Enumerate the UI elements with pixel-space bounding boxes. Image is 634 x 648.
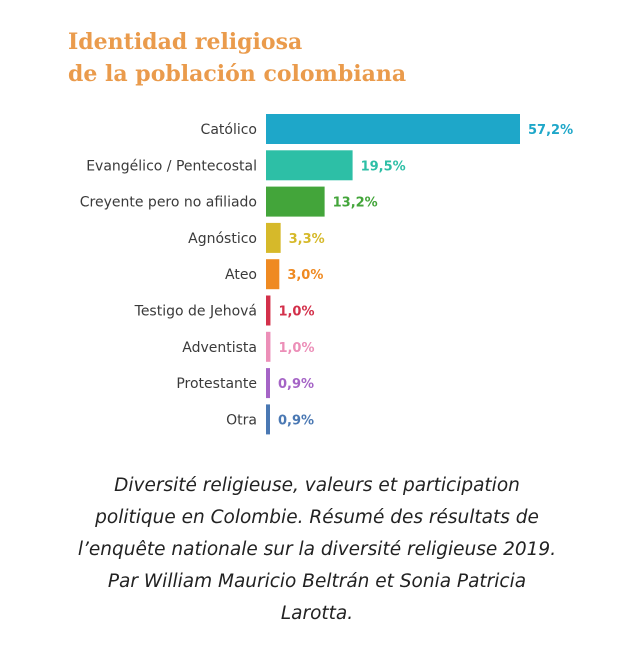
bar: [266, 404, 270, 435]
category-label: Ateo: [225, 267, 257, 283]
value-label: 1,0%: [278, 305, 314, 320]
caption-line-5: Larotta.: [280, 603, 354, 624]
value-label: 19,5%: [361, 159, 406, 174]
bar: [266, 186, 325, 217]
category-label: Protestante: [176, 376, 257, 392]
category-label: Adventista: [182, 340, 257, 356]
caption-line-4: Par William Mauricio Beltrán et Sonia Pa…: [107, 571, 527, 592]
value-label: 3,0%: [287, 268, 323, 283]
bar-chart: Católico 57,2% Evangélico / Pentecostal 19,…: [80, 114, 573, 435]
chart-title-line-1: Identidad religiosa: [68, 29, 303, 55]
caption-line-1: Diversité religieuse, valeurs et partici…: [114, 475, 520, 496]
bar: [266, 331, 271, 362]
value-label: 0,9%: [278, 413, 314, 428]
value-label: 57,2%: [528, 123, 573, 138]
bar: [266, 259, 280, 290]
caption-line-2: politique en Colombie. Résumé des résult…: [95, 507, 539, 528]
bar: [266, 295, 271, 326]
value-label: 1,0%: [278, 341, 314, 356]
bar: [266, 368, 270, 399]
category-label: Evangélico / Pentecostal: [86, 158, 257, 174]
category-label: Agnóstico: [188, 231, 257, 247]
bar: [266, 150, 353, 181]
chart-title-line-2: de la población colombiana: [68, 61, 407, 87]
category-label: Católico: [201, 122, 257, 138]
category-label: Otra: [226, 412, 257, 428]
value-label: 13,2%: [333, 196, 378, 211]
value-label: 3,3%: [289, 232, 325, 247]
chart-title: Identidad religiosa de la población colo…: [68, 26, 406, 90]
bar: [266, 222, 281, 253]
category-label: Testigo de Jehová: [134, 304, 257, 320]
caption-line-3: l’enquête nationale sur la diversité rel…: [77, 539, 557, 560]
value-label: 0,9%: [278, 377, 314, 392]
figure-caption: Diversité religieuse, valeurs et partici…: [20, 470, 614, 630]
bar: [266, 114, 520, 144]
category-label: Creyente pero no afiliado: [80, 195, 257, 211]
